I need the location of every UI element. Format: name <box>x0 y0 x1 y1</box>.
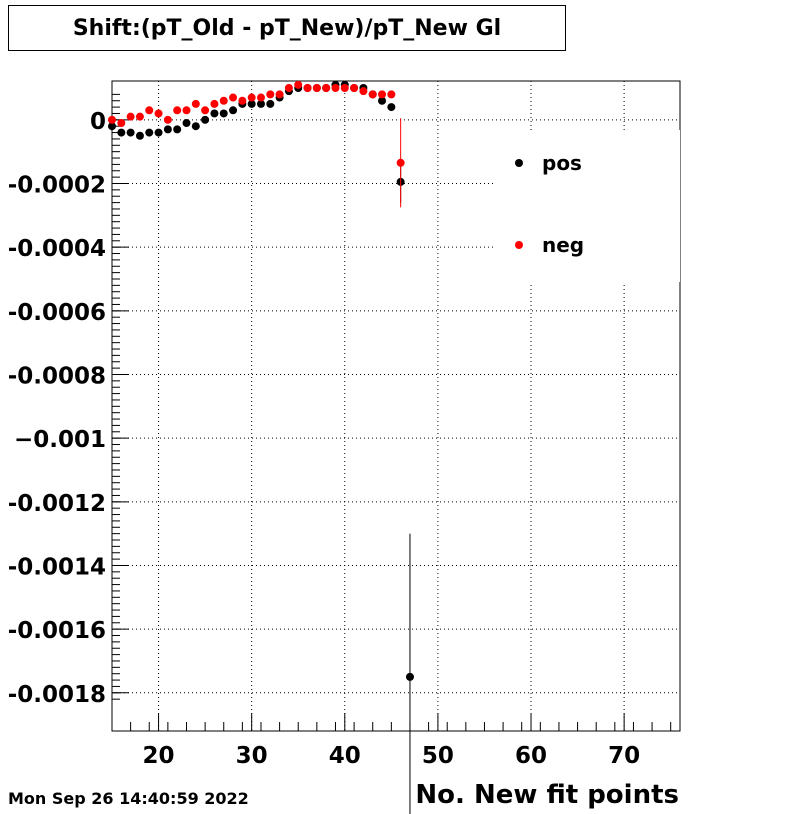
x-tick-label: 20 <box>143 743 175 769</box>
axis-ticks <box>111 93 672 731</box>
y-tick-label: -0.0012 <box>8 491 106 517</box>
x-tick-label: 70 <box>608 743 640 769</box>
y-tick-label: -0.0002 <box>8 172 106 198</box>
neg-data-point <box>219 96 228 105</box>
pos-data-point <box>154 128 163 137</box>
neg-data-point <box>145 106 154 115</box>
neg-data-point <box>247 93 256 102</box>
data-points <box>108 80 414 814</box>
y-tick-label: -0.0014 <box>8 554 106 580</box>
pos-data-point <box>210 109 219 118</box>
pos-data-point <box>117 128 126 137</box>
legend-label-pos: pos <box>542 151 582 175</box>
pos-data-point <box>247 99 256 108</box>
neg-data-point <box>154 109 163 118</box>
neg-data-point <box>256 93 265 102</box>
pos-data-point <box>191 122 200 131</box>
pos-data-point <box>387 103 396 112</box>
neg-data-point <box>182 106 191 115</box>
neg-data-point <box>284 84 293 93</box>
neg-data-point <box>201 106 210 115</box>
neg-data-point <box>312 84 321 93</box>
pos-data-point <box>163 125 172 134</box>
pos-data-point <box>266 99 275 108</box>
y-tick-label: -0.0016 <box>8 618 106 644</box>
neg-data-point <box>396 158 405 167</box>
neg-data-point <box>275 90 284 99</box>
neg-data-point <box>238 96 247 105</box>
neg-data-point <box>331 84 340 93</box>
neg-data-point <box>378 90 387 99</box>
pos-data-point <box>135 131 144 140</box>
pos-data-point <box>126 128 135 137</box>
pos-data-point <box>229 106 238 115</box>
neg-data-point <box>191 99 200 108</box>
neg-data-point <box>229 93 238 102</box>
chart-title: Shift:(pT_Old - pT_New)/pT_New Gl <box>8 5 566 51</box>
neg-data-point <box>340 84 349 93</box>
pos-data-point <box>405 672 414 681</box>
pos-data-point <box>108 122 116 131</box>
pos-data-point <box>182 119 191 128</box>
x-tick-label: 40 <box>329 743 361 769</box>
neg-data-point <box>163 115 172 124</box>
pos-data-point <box>145 128 154 137</box>
neg-data-point <box>322 84 331 93</box>
legend: pos neg <box>496 130 680 282</box>
pos-data-point <box>378 96 387 105</box>
y-tick-label: -0.0004 <box>8 236 106 262</box>
y-tick-label: -0.0018 <box>8 682 106 708</box>
neg-data-point <box>387 90 396 99</box>
neg-data-point <box>359 87 368 96</box>
neg-data-point <box>135 112 144 121</box>
neg-data-point <box>108 115 116 124</box>
neg-data-point <box>126 112 135 121</box>
neg-data-point <box>368 90 377 99</box>
neg-data-point <box>303 84 312 93</box>
neg-data-point <box>294 80 303 89</box>
y-tick-label: -0.0006 <box>8 300 106 326</box>
neg-data-point <box>210 99 219 108</box>
pos-data-point <box>219 109 228 118</box>
legend-background <box>496 130 680 282</box>
x-tick-label: 60 <box>515 743 547 769</box>
y-tick-label: 0 <box>90 109 106 135</box>
neg-data-point <box>266 90 275 99</box>
pos-data-point <box>256 99 265 108</box>
x-tick-label: 30 <box>236 743 268 769</box>
pos-data-point <box>201 115 210 124</box>
y-tick-label: −0.001 <box>14 427 106 453</box>
timestamp: Mon Sep 26 14:40:59 2022 <box>8 789 249 808</box>
y-tick-label: -0.0008 <box>8 363 106 389</box>
x-tick-label: 50 <box>422 743 454 769</box>
tick-labels: 20 30 40 50 60 70 0 -0.0002 -0.0004 -0.0006 -0.000… <box>8 109 640 769</box>
pos-data-point <box>173 125 182 134</box>
neg-data-point <box>173 106 182 115</box>
neg-data-point <box>117 119 126 128</box>
legend-marker-neg <box>515 241 523 249</box>
x-axis-label: No. New fit points <box>415 780 679 810</box>
legend-marker-pos <box>515 159 523 167</box>
neg-data-point <box>350 84 359 93</box>
legend-label-neg: neg <box>542 233 584 257</box>
